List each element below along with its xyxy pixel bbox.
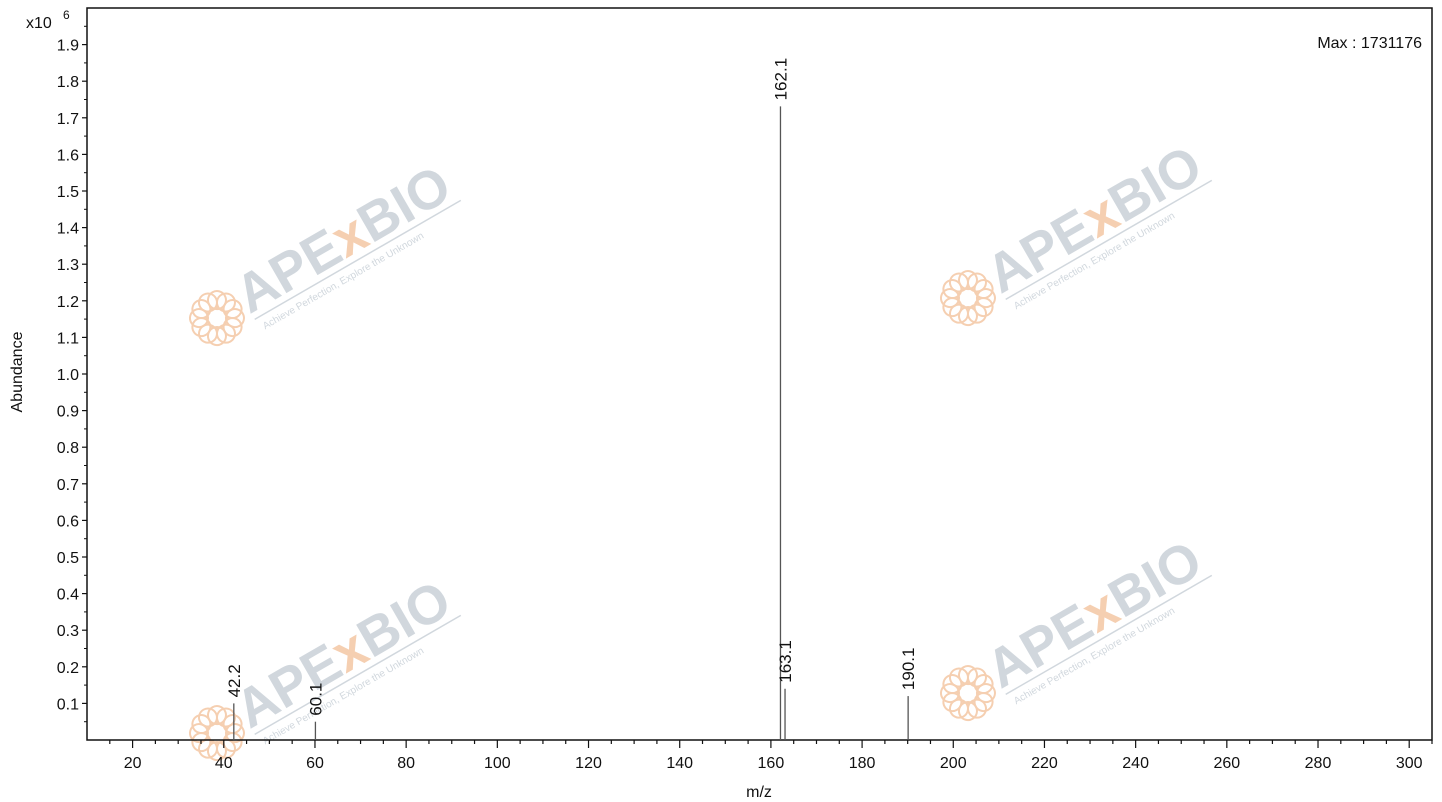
watermark-petal bbox=[957, 665, 978, 686]
y-multiplier-exponent: 6 bbox=[63, 8, 70, 22]
watermark-petal bbox=[939, 288, 960, 309]
y-tick-label: 0.3 bbox=[57, 623, 79, 640]
x-tick-label: 280 bbox=[1305, 755, 1332, 772]
plot-frame bbox=[86, 7, 1433, 741]
watermark-petal bbox=[188, 308, 209, 329]
x-tick-label: 160 bbox=[758, 755, 785, 772]
x-tick-label: 200 bbox=[940, 755, 967, 772]
max-annotation: Max : 1731176 bbox=[1317, 35, 1422, 52]
watermark-rule bbox=[254, 199, 462, 321]
x-tick-label: 300 bbox=[1396, 755, 1423, 772]
watermark-petal bbox=[966, 667, 987, 688]
y-tick-label: 0.8 bbox=[57, 440, 79, 457]
x-tick-label: 60 bbox=[306, 755, 324, 772]
watermark-petal bbox=[191, 732, 212, 753]
y-tick-label: 0.4 bbox=[57, 587, 79, 604]
y-tick-label: 1.9 bbox=[57, 38, 79, 55]
watermark-emblem bbox=[188, 290, 245, 347]
peak-label: 42.2 bbox=[225, 664, 244, 697]
watermark-petal bbox=[956, 682, 979, 705]
watermark-petal bbox=[957, 306, 978, 327]
watermark-petal bbox=[206, 705, 227, 726]
watermark-petal bbox=[206, 741, 227, 762]
y-axis-label: Abundance bbox=[9, 331, 26, 412]
x-tick-label: 40 bbox=[215, 755, 233, 772]
watermark-petal bbox=[973, 674, 994, 695]
peaks: 42.2 60.1 162.1 163.1 190.1 bbox=[225, 58, 918, 740]
y-tick-label: 1.4 bbox=[57, 221, 79, 238]
y-tick-label: 0.9 bbox=[57, 404, 79, 421]
watermark-rule bbox=[1005, 574, 1213, 696]
watermark-emblem bbox=[939, 665, 996, 722]
y-tick-label: 0.7 bbox=[57, 477, 79, 494]
x-tick-label: 220 bbox=[1031, 755, 1058, 772]
x-tick-label: 20 bbox=[124, 755, 142, 772]
y-tick-label: 0.2 bbox=[57, 660, 79, 677]
watermark-petal bbox=[942, 692, 963, 713]
watermark-petal bbox=[206, 290, 227, 311]
peak-label: 162.1 bbox=[771, 58, 790, 101]
watermark-petal bbox=[948, 667, 969, 688]
x-tick-label: 120 bbox=[575, 755, 602, 772]
y-tick-label: 0.5 bbox=[57, 550, 79, 567]
watermark-petal bbox=[197, 707, 218, 728]
watermark-rule bbox=[1005, 179, 1213, 301]
peak-label: 60.1 bbox=[306, 683, 325, 716]
y-tick-label: 0.6 bbox=[57, 513, 79, 530]
watermark-petal bbox=[206, 326, 227, 347]
x-tick-label: 80 bbox=[397, 755, 415, 772]
x-tick-label: 240 bbox=[1122, 755, 1149, 772]
y-tick-label: 1.2 bbox=[57, 294, 79, 311]
y-tick-label: 1.3 bbox=[57, 257, 79, 274]
watermark-emblem bbox=[188, 705, 245, 762]
x-tick-label: 140 bbox=[666, 755, 693, 772]
watermark-rule bbox=[254, 614, 462, 736]
watermark-petal bbox=[222, 299, 243, 320]
y-tick-label: 1.1 bbox=[57, 330, 79, 347]
watermark-petal bbox=[215, 292, 236, 313]
y-tick-label: 1.7 bbox=[57, 111, 79, 128]
y-multiplier-label: x10 bbox=[26, 15, 52, 32]
watermark-petal bbox=[973, 279, 994, 300]
x-axis-label: m/z bbox=[746, 784, 772, 801]
y-tick-label: 0.1 bbox=[57, 696, 79, 713]
watermark-emblem bbox=[939, 270, 996, 327]
peak-label: 163.1 bbox=[776, 640, 795, 683]
y-tick-label: 1.6 bbox=[57, 147, 79, 164]
watermark-petal bbox=[188, 723, 209, 744]
watermark-petal bbox=[205, 722, 228, 745]
peak-label: 190.1 bbox=[899, 648, 918, 691]
x-tick-label: 100 bbox=[484, 755, 511, 772]
x-tick-label: 180 bbox=[849, 755, 876, 772]
x-tick-label: 260 bbox=[1213, 755, 1240, 772]
y-tick-label: 1.8 bbox=[57, 74, 79, 91]
y-axis: 0.1 0.2 0.3 0.4 0.5 0.6 0.7 0.8 0.9 1.0 1.1 1.2 1.3 1… bbox=[57, 25, 87, 723]
watermark-petal bbox=[966, 272, 987, 293]
y-tick-label: 1.5 bbox=[57, 184, 79, 201]
watermark-petal bbox=[205, 307, 228, 330]
x-axis: 20 40 60 80 100 120 140 160 180 200 220 240 260 280 30… bbox=[109, 740, 1433, 772]
y-tick-label: 1.0 bbox=[57, 367, 79, 384]
watermark-petal bbox=[957, 270, 978, 291]
watermark-petal bbox=[939, 683, 960, 704]
watermark-petal bbox=[956, 287, 979, 310]
watermark-petal bbox=[957, 701, 978, 722]
